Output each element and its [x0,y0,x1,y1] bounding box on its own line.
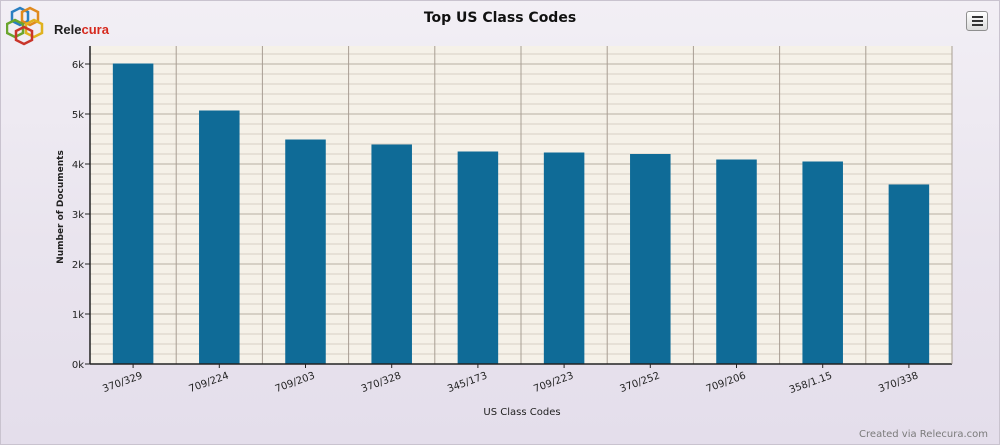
x-axis-label: US Class Codes [483,407,560,418]
bar-709/206 [716,159,757,364]
y-axis-label: Number of Documents [56,150,66,264]
x-tick-label: 709/223 [532,370,575,395]
x-axis-ticks: 370/329 709/224 709/203 370/328 345/173 709/2… [101,364,920,396]
chart-menu-button[interactable] [966,11,988,31]
logo-hexagons-icon [5,6,44,46]
y-tick-label: 4k [72,160,84,171]
x-tick-label: 370/338 [877,370,920,395]
x-tick-label: 709/203 [274,370,317,395]
x-tick-label: 345/173 [446,370,489,395]
bars [112,63,930,364]
chart-title: Top US Class Codes [423,10,577,26]
bar-709/224 [199,110,240,364]
logo-text: Relecura [54,22,109,37]
bar-709/203 [285,139,326,364]
y-axis-ticks: 0k 1k 2k 3k 4k 5k 6k [72,60,90,371]
credit-text: Created via Relecura.com [859,429,988,440]
axes [89,46,953,365]
y-tick-label: 3k [72,210,84,221]
y-tick-label: 6k [72,60,84,71]
x-tick-label: 370/329 [101,370,144,395]
y-tick-label: 5k [72,110,84,121]
bar-358/1.15 [802,161,843,364]
menu-line [972,20,983,22]
bar-370/338 [888,184,930,364]
vertical-gridlines [175,46,867,364]
y-tick-label: 1k [72,310,84,321]
logo-text-part2: cura [81,22,109,37]
x-tick-label: 709/206 [705,370,748,395]
bar-370/252 [630,154,671,364]
x-tick-label: 370/328 [360,370,403,395]
y-tick-label: 0k [72,360,84,371]
bar-370/329 [112,63,154,364]
bar-709/223 [543,152,585,364]
bar-345/173 [457,151,499,364]
y-tick-label: 2k [72,260,84,271]
x-tick-label: 709/224 [188,370,231,395]
relecura-logo: Relecura [5,6,109,46]
logo-text-part1: Rele [54,22,82,37]
menu-line [972,24,983,26]
bar-370/328 [371,144,412,364]
x-tick-label: 370/252 [619,370,662,395]
menu-line [972,16,983,18]
x-tick-label: 358/1.15 [788,370,834,396]
